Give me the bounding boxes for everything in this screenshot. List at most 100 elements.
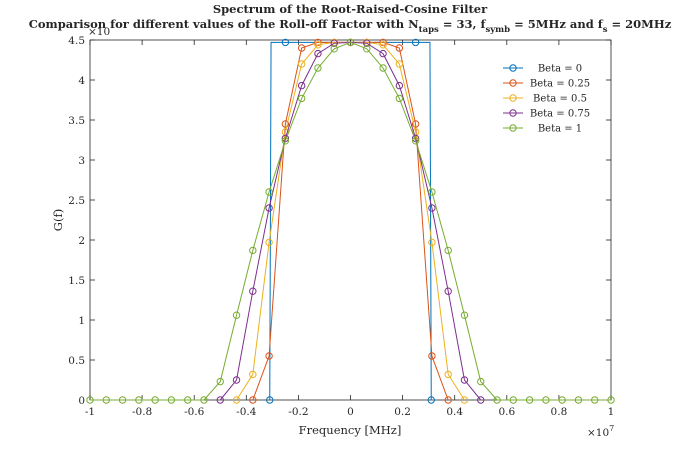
data-point	[151, 396, 159, 404]
x-tick-label: 0.6	[498, 406, 515, 418]
data-point	[379, 38, 387, 47]
data-point	[216, 377, 224, 386]
y-tick-label: 4	[78, 75, 85, 87]
legend-marker	[509, 64, 517, 72]
data-point	[574, 396, 583, 404]
data-point	[395, 44, 404, 52]
data-point	[427, 396, 435, 404]
y-tick-label: 1	[78, 315, 85, 327]
data-point	[102, 396, 110, 404]
data-point	[460, 376, 469, 384]
legend-label: Beta = 0.5	[533, 94, 587, 105]
legend-box	[497, 60, 599, 139]
data-point	[411, 38, 420, 47]
y-tick-label: 3.5	[68, 115, 85, 127]
y-tick-label: 2	[78, 235, 85, 247]
data-point	[591, 396, 599, 404]
data-point	[183, 396, 192, 404]
series-4	[86, 38, 615, 404]
data-point	[330, 45, 338, 53]
x-axis-label: Frequency [MHz]	[299, 423, 402, 437]
data-point	[118, 396, 127, 404]
y-tick-label: 3	[78, 155, 85, 167]
data-point	[379, 49, 387, 58]
x-tick-label: 0	[347, 406, 354, 418]
data-point	[428, 238, 436, 247]
data-point	[444, 246, 452, 255]
legend-item: Beta = 0	[503, 64, 582, 75]
x-exponent-label: ×107	[587, 424, 614, 439]
x-tick-label: -0.8	[132, 406, 152, 418]
data-point	[428, 352, 436, 360]
data-point	[509, 396, 518, 404]
data-point	[249, 287, 257, 295]
data-point	[281, 38, 290, 47]
data-point	[281, 120, 290, 128]
x-tick-label: 1	[608, 406, 615, 418]
data-point	[411, 120, 420, 128]
y-tick-label: 2.5	[68, 195, 85, 207]
data-point	[297, 60, 306, 68]
data-point	[167, 396, 176, 404]
data-point	[428, 188, 436, 196]
data-point	[363, 39, 371, 47]
data-point	[297, 94, 306, 103]
legend-item: Beta = 0.75	[503, 109, 590, 120]
data-point	[477, 377, 485, 386]
legend-label: Beta = 0.75	[530, 109, 590, 120]
legend-marker	[509, 79, 517, 87]
data-point	[428, 204, 436, 212]
data-point	[314, 38, 322, 47]
legend-marker	[509, 124, 517, 132]
data-point	[314, 41, 322, 49]
legend-label: Beta = 1	[538, 124, 582, 135]
data-point	[379, 64, 387, 72]
y-axis-ticks: 0 0.5 1 1.5 2 2.5 3 3.5 4 4.5	[68, 35, 611, 407]
x-tick-label: 0.2	[394, 406, 411, 418]
data-point	[249, 370, 257, 379]
data-point	[314, 49, 322, 58]
data-point	[249, 396, 257, 404]
data-point	[411, 137, 420, 145]
y-tick-label: 0.5	[68, 355, 85, 367]
x-tick-label: -1	[85, 406, 95, 418]
legend-label: Beta = 0	[538, 64, 582, 75]
data-point	[395, 60, 404, 68]
data-point	[460, 396, 469, 404]
data-point	[232, 311, 241, 319]
legend-item: Beta = 1	[503, 124, 582, 135]
data-point	[265, 352, 273, 360]
data-point	[379, 41, 387, 49]
series-line	[90, 41, 611, 401]
data-point	[265, 238, 273, 247]
data-point	[444, 396, 452, 404]
chart-subtitle: Comparison for different values of the R…	[29, 17, 672, 35]
data-point	[232, 396, 241, 404]
data-point	[86, 396, 94, 404]
y-exponent-label: ×10	[88, 26, 110, 38]
x-tick-label: 0.4	[446, 406, 463, 418]
legend-item: Beta = 0.25	[503, 79, 590, 90]
legend: Beta = 0 Beta = 0.25 Beta = 0.5 Beta = 0.75…	[497, 60, 599, 139]
data-point	[265, 204, 273, 212]
data-point	[135, 396, 143, 404]
data-point	[346, 38, 355, 47]
legend-label: Beta = 0.25	[530, 79, 590, 90]
data-point	[558, 396, 566, 404]
x-tick-label: -0.2	[288, 406, 308, 418]
data-point	[525, 396, 534, 404]
legend-marker	[509, 109, 517, 117]
data-point	[265, 188, 273, 196]
x-axis-ticks: -1 -0.8 -0.6 -0.4 -0.2 0 0.2 0.4 0.6 0.8 1	[85, 40, 614, 418]
data-point	[281, 137, 290, 145]
data-point	[297, 44, 306, 52]
data-point	[542, 396, 550, 404]
data-point	[363, 45, 371, 53]
chart-title: Spectrum of the Root-Raised-Cosine Filte…	[213, 2, 488, 16]
data-point	[395, 94, 404, 103]
x-tick-label: -0.6	[184, 406, 205, 418]
data-point	[314, 64, 322, 72]
data-point	[395, 81, 404, 90]
data-point	[216, 396, 224, 404]
